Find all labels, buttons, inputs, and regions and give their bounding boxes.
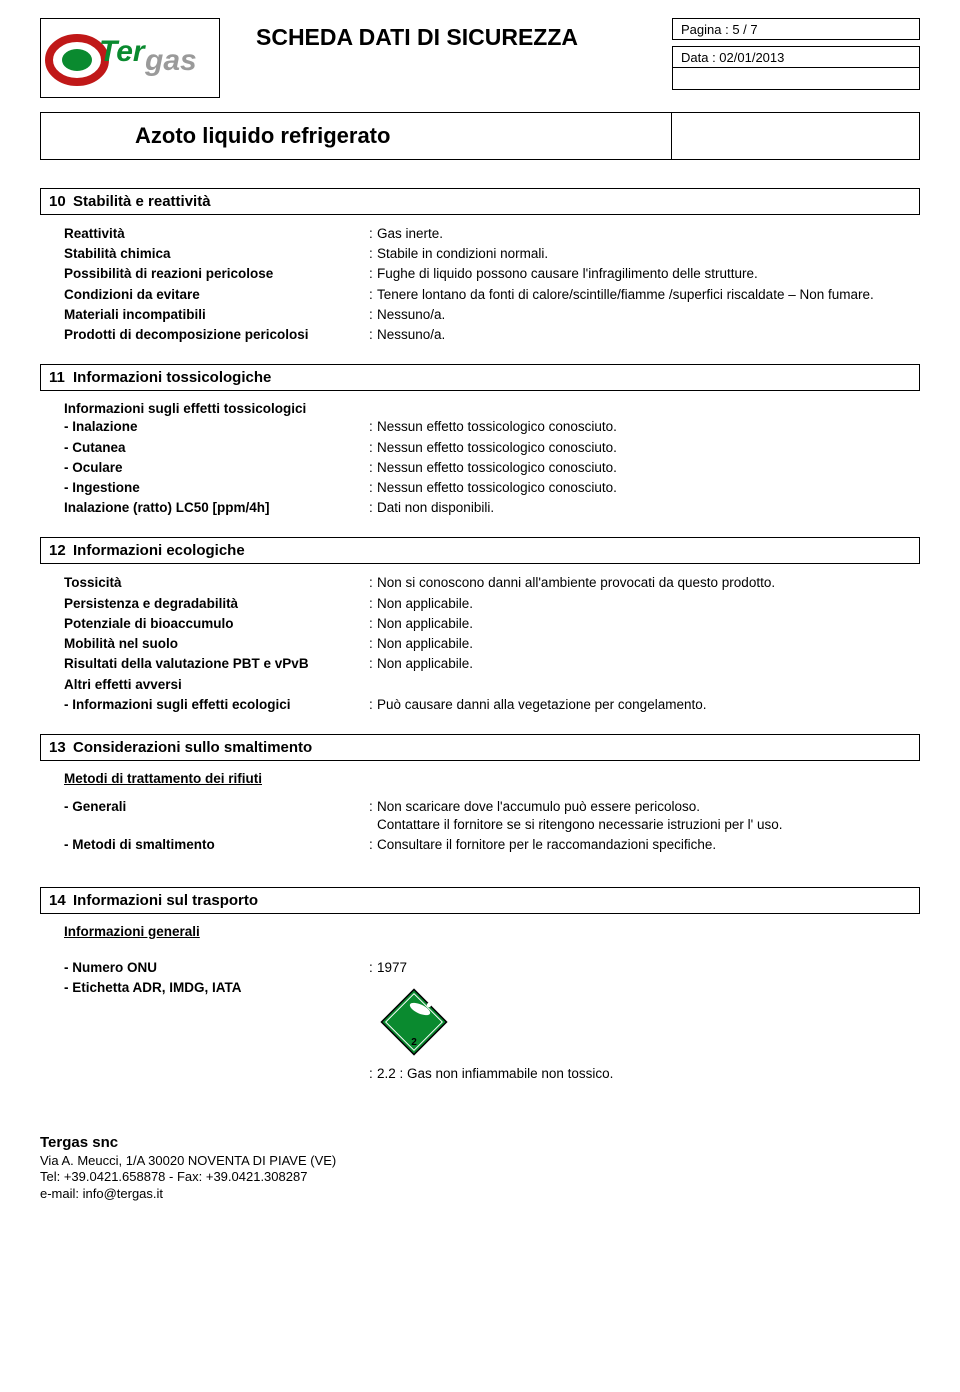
section-14-body: Informazioni generali - Numero ONU:1977 …: [40, 924, 920, 1103]
section-10-body: Reattività:Gas inerte. Stabilità chimica…: [40, 225, 920, 364]
product-title: Azoto liquido refrigerato: [40, 112, 672, 160]
footer-address: Via A. Meucci, 1/A 30020 NOVENTA DI PIAV…: [40, 1153, 920, 1170]
hazard-text: 2.2 : Gas non infiammabile non tossico.: [377, 1065, 920, 1083]
section-11-body: Informazioni sugli effetti tossicologici…: [40, 401, 920, 537]
logo: Ter gas: [40, 18, 220, 98]
product-spacer: [672, 112, 920, 160]
s14-subtitle: Informazioni generali: [64, 924, 920, 939]
footer-company: Tergas snc: [40, 1133, 920, 1153]
s11-subtitle: Informazioni sugli effetti tossicologici: [64, 401, 920, 416]
section-12-header: 12Informazioni ecologiche: [40, 537, 920, 564]
section-13-body: Metodi di trattamento dei rifiuti - Gene…: [40, 771, 920, 887]
empty-meta-cell: [672, 68, 920, 90]
section-11-header: 11Informazioni tossicologiche: [40, 364, 920, 391]
section-14-header: 14Informazioni sul trasporto: [40, 887, 920, 914]
section-10-header: 10Stabilità e reattività: [40, 188, 920, 215]
section-13-header: 13Considerazioni sullo smaltimento: [40, 734, 920, 761]
section-12-body: Tossicità:Non si conoscono danni all'amb…: [40, 574, 920, 734]
header: Ter gas SCHEDA DATI DI SICUREZZA Pagina …: [40, 18, 920, 98]
svg-text:2: 2: [411, 1037, 417, 1048]
meta-box: Pagina : 5 / 7 Data : 02/01/2013: [672, 18, 920, 90]
footer-email: e-mail: info@tergas.it: [40, 1186, 920, 1203]
page-number: Pagina : 5 / 7: [672, 18, 920, 40]
hazard-diamond-icon: 2: [377, 985, 451, 1059]
logo-svg: Ter gas: [45, 26, 215, 90]
footer-phone: Tel: +39.0421.658878 - Fax: +39.0421.308…: [40, 1169, 920, 1186]
svg-text:gas: gas: [144, 44, 197, 77]
svg-text:Ter: Ter: [99, 35, 147, 68]
footer: Tergas snc Via A. Meucci, 1/A 30020 NOVE…: [40, 1133, 920, 1203]
product-row: Azoto liquido refrigerato: [40, 112, 920, 160]
s13-subtitle: Metodi di trattamento dei rifiuti: [64, 771, 920, 786]
date-cell: Data : 02/01/2013: [672, 46, 920, 68]
